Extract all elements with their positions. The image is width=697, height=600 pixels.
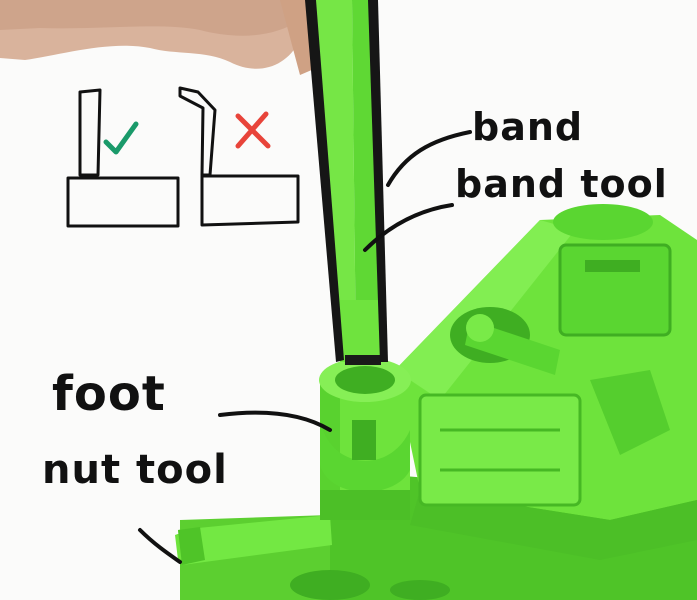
hand <box>0 0 335 75</box>
nut-tool-leader-line <box>138 528 182 564</box>
check-mark-icon <box>103 121 139 155</box>
band-label: band <box>472 105 584 149</box>
black-band <box>305 0 388 362</box>
fit-diagram <box>66 86 300 228</box>
nut-tool-label: nut tool <box>42 447 228 493</box>
correct-block-sketch <box>66 176 180 228</box>
foot-part <box>319 358 411 520</box>
incorrect-block-sketch <box>200 174 300 227</box>
cross-mark-icon <box>235 111 271 149</box>
band-leader-line <box>386 130 472 187</box>
band-tool-leader-line <box>363 203 454 252</box>
band-tool-part <box>315 0 382 365</box>
foot-label: foot <box>52 366 166 422</box>
triangle-body <box>395 204 697 560</box>
leader-lines <box>138 130 472 564</box>
foot-leader-line <box>218 410 332 432</box>
correct-pin-sketch <box>78 88 102 177</box>
band-tool-label: band tool <box>455 162 668 206</box>
nut-tool-part <box>178 515 332 565</box>
